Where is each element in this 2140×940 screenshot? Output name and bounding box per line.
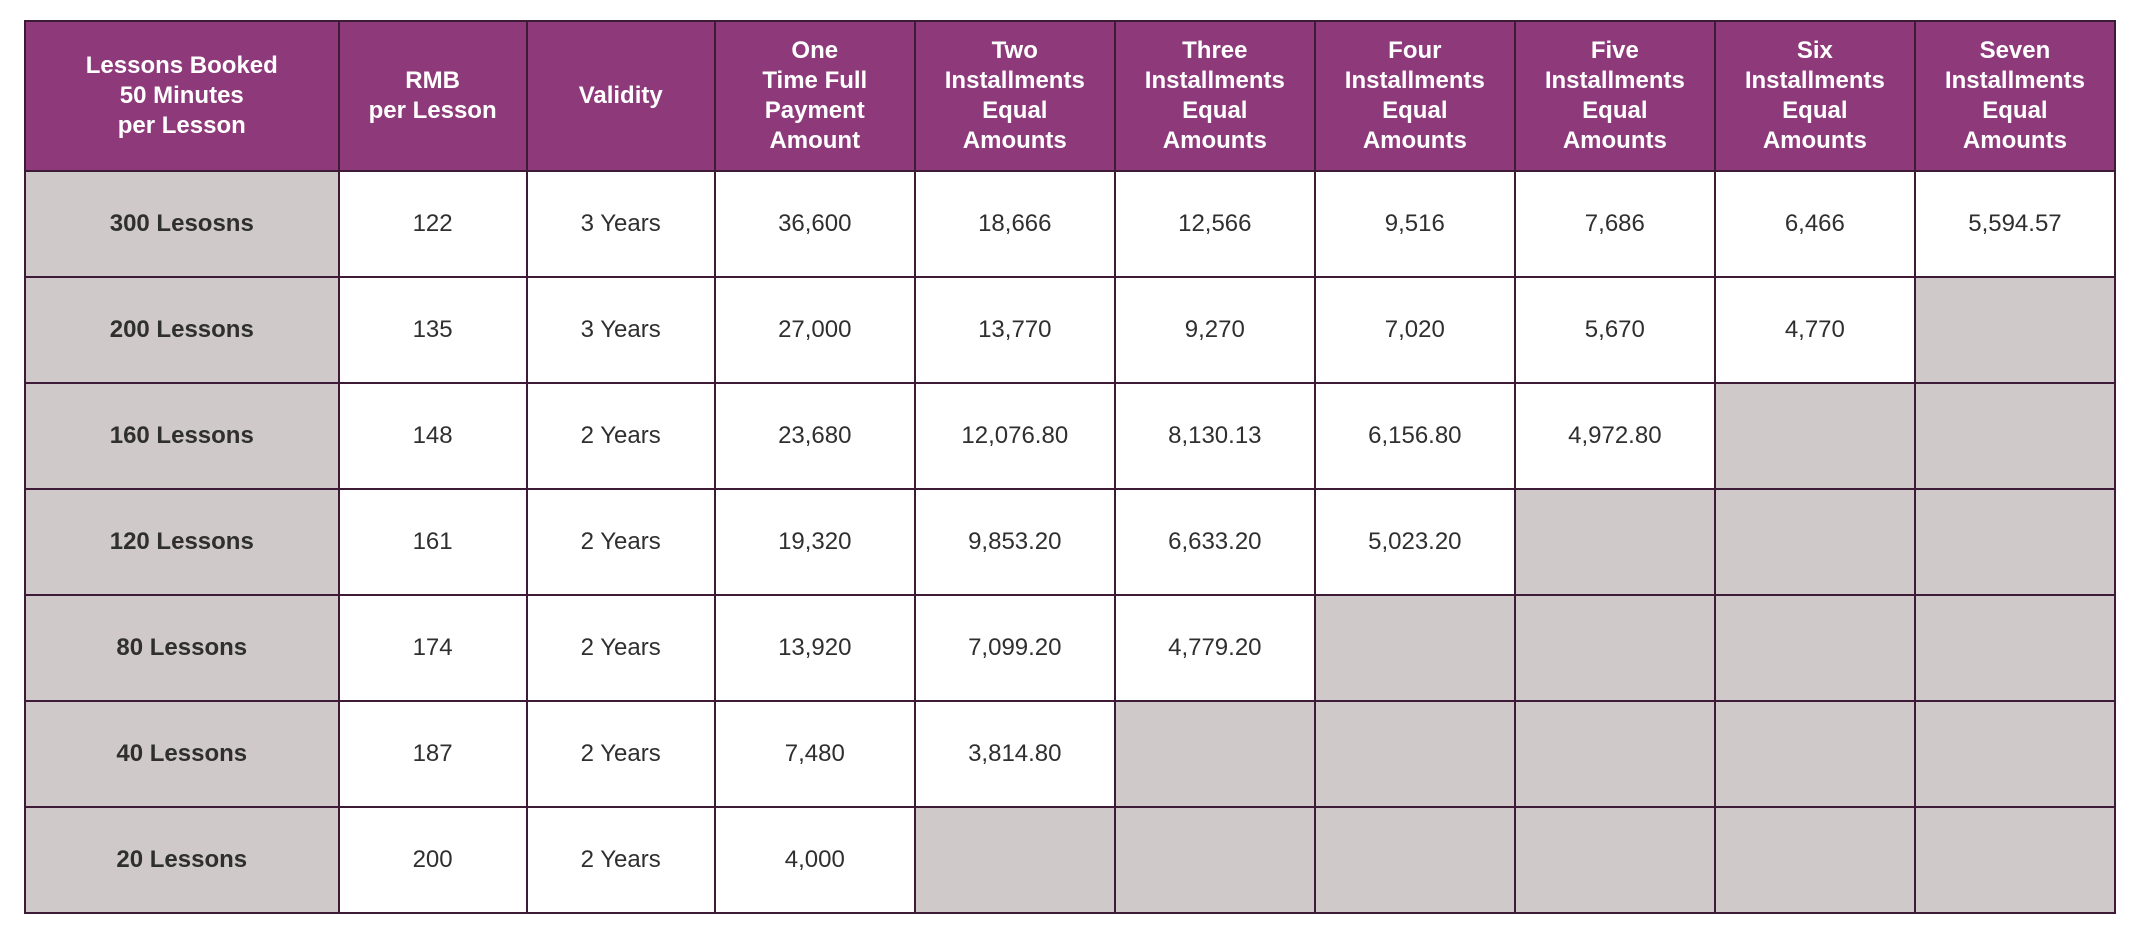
cell-payment: 6,156.80 <box>1315 383 1515 489</box>
cell-rmb-per-lesson: 174 <box>339 595 527 701</box>
cell-payment: 27,000 <box>715 277 915 383</box>
cell-payment: 5,594.57 <box>1915 171 2115 277</box>
cell-payment: 12,076.80 <box>915 383 1115 489</box>
cell-validity: 2 Years <box>527 383 715 489</box>
cell-payment: 36,600 <box>715 171 915 277</box>
cell-rmb-per-lesson: 135 <box>339 277 527 383</box>
cell-payment: 4,779.20 <box>1115 595 1315 701</box>
cell-payment: 9,853.20 <box>915 489 1115 595</box>
cell-payment: 23,680 <box>715 383 915 489</box>
cell-rmb-per-lesson: 187 <box>339 701 527 807</box>
pricing-table: Lessons Booked 50 Minutes per Lesson RMB… <box>24 20 2116 914</box>
col-five-installments: Five Installments Equal Amounts <box>1515 21 1715 171</box>
table-row: 160 Lessons1482 Years23,68012,076.808,13… <box>25 383 2115 489</box>
col-three-installments: Three Installments Equal Amounts <box>1115 21 1315 171</box>
cell-payment: 6,633.20 <box>1115 489 1315 595</box>
cell-payment <box>1715 595 1915 701</box>
row-label: 300 Lesosns <box>25 171 339 277</box>
cell-payment: 5,023.20 <box>1315 489 1515 595</box>
cell-payment <box>1515 489 1715 595</box>
cell-validity: 2 Years <box>527 807 715 913</box>
cell-validity: 2 Years <box>527 489 715 595</box>
cell-rmb-per-lesson: 200 <box>339 807 527 913</box>
table-row: 300 Lesosns1223 Years36,60018,66612,5669… <box>25 171 2115 277</box>
table-row: 120 Lessons1612 Years19,3209,853.206,633… <box>25 489 2115 595</box>
cell-payment: 5,670 <box>1515 277 1715 383</box>
cell-payment <box>915 807 1115 913</box>
cell-payment <box>1915 277 2115 383</box>
row-label: 120 Lessons <box>25 489 339 595</box>
cell-payment <box>1915 701 2115 807</box>
cell-rmb-per-lesson: 122 <box>339 171 527 277</box>
cell-validity: 2 Years <box>527 595 715 701</box>
cell-payment: 12,566 <box>1115 171 1315 277</box>
cell-validity: 2 Years <box>527 701 715 807</box>
cell-rmb-per-lesson: 161 <box>339 489 527 595</box>
col-rmb-per-lesson: RMB per Lesson <box>339 21 527 171</box>
cell-payment <box>1915 489 2115 595</box>
cell-payment <box>1715 489 1915 595</box>
table-row: 80 Lessons1742 Years13,9207,099.204,779.… <box>25 595 2115 701</box>
col-one-time-full: One Time Full Payment Amount <box>715 21 915 171</box>
cell-payment <box>1515 595 1715 701</box>
cell-payment <box>1715 383 1915 489</box>
cell-payment: 13,920 <box>715 595 915 701</box>
pricing-table-body: 300 Lesosns1223 Years36,60018,66612,5669… <box>25 171 2115 913</box>
cell-validity: 3 Years <box>527 171 715 277</box>
cell-payment <box>1515 807 1715 913</box>
cell-payment <box>1915 807 2115 913</box>
row-label: 40 Lessons <box>25 701 339 807</box>
cell-payment <box>1715 807 1915 913</box>
cell-payment <box>1315 807 1515 913</box>
col-seven-installments: Seven Installments Equal Amounts <box>1915 21 2115 171</box>
cell-payment: 7,686 <box>1515 171 1715 277</box>
row-label: 200 Lessons <box>25 277 339 383</box>
cell-payment <box>1515 701 1715 807</box>
cell-payment: 4,972.80 <box>1515 383 1715 489</box>
col-validity: Validity <box>527 21 715 171</box>
col-four-installments: Four Installments Equal Amounts <box>1315 21 1515 171</box>
cell-payment: 6,466 <box>1715 171 1915 277</box>
col-six-installments: Six Installments Equal Amounts <box>1715 21 1915 171</box>
cell-payment: 8,130.13 <box>1115 383 1315 489</box>
table-row: 200 Lessons1353 Years27,00013,7709,2707,… <box>25 277 2115 383</box>
col-two-installments: Two Installments Equal Amounts <box>915 21 1115 171</box>
cell-payment: 4,770 <box>1715 277 1915 383</box>
cell-payment: 19,320 <box>715 489 915 595</box>
cell-payment <box>1715 701 1915 807</box>
header-row: Lessons Booked 50 Minutes per Lesson RMB… <box>25 21 2115 171</box>
row-label: 160 Lessons <box>25 383 339 489</box>
cell-payment <box>1915 383 2115 489</box>
row-label: 20 Lessons <box>25 807 339 913</box>
table-row: 40 Lessons1872 Years7,4803,814.80 <box>25 701 2115 807</box>
cell-payment: 7,480 <box>715 701 915 807</box>
cell-payment <box>1315 701 1515 807</box>
cell-payment: 18,666 <box>915 171 1115 277</box>
cell-payment: 13,770 <box>915 277 1115 383</box>
table-row: 20 Lessons2002 Years4,000 <box>25 807 2115 913</box>
cell-payment: 4,000 <box>715 807 915 913</box>
cell-payment <box>1915 595 2115 701</box>
cell-payment <box>1315 595 1515 701</box>
cell-payment: 9,516 <box>1315 171 1515 277</box>
cell-payment <box>1115 807 1315 913</box>
col-lessons-booked: Lessons Booked 50 Minutes per Lesson <box>25 21 339 171</box>
cell-rmb-per-lesson: 148 <box>339 383 527 489</box>
cell-payment: 7,020 <box>1315 277 1515 383</box>
cell-payment <box>1115 701 1315 807</box>
cell-payment: 3,814.80 <box>915 701 1115 807</box>
cell-payment: 9,270 <box>1115 277 1315 383</box>
cell-payment: 7,099.20 <box>915 595 1115 701</box>
row-label: 80 Lessons <box>25 595 339 701</box>
cell-validity: 3 Years <box>527 277 715 383</box>
